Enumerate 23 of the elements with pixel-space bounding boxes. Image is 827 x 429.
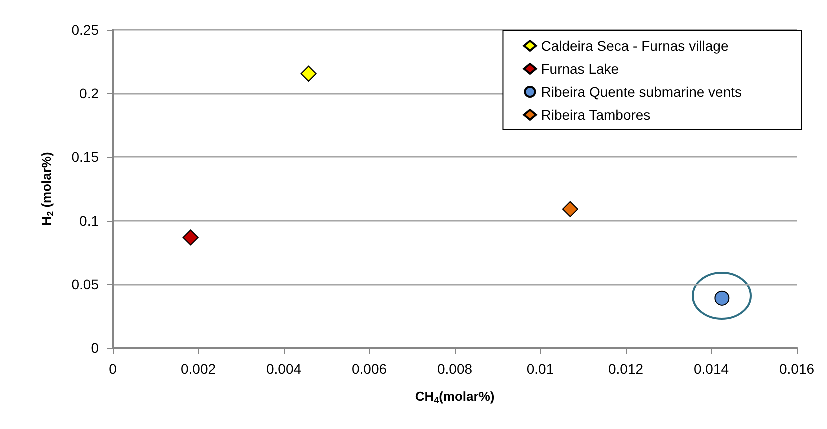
x-tick-label: 0.016: [779, 361, 815, 377]
y-axis-title: H2 (molar%): [39, 152, 56, 226]
point: [182, 230, 199, 246]
x-tick-label: 0.01: [526, 361, 554, 377]
y-tick-label: 0.2: [80, 86, 100, 102]
y-tick-label: 0.25: [72, 22, 100, 38]
legend-label: Caldeira Seca - Furnas village: [541, 38, 729, 54]
y-tick-label: 0.1: [80, 212, 100, 229]
x-tick-label: 0.008: [437, 361, 473, 377]
x-tick-label: 0.002: [180, 361, 216, 377]
legend-label: Ribeira Tambores: [541, 107, 651, 123]
y-tick-label: 0: [91, 340, 100, 356]
x-tick-label: 0.012: [608, 361, 644, 377]
legend-label: Furnas Lake: [541, 61, 620, 77]
point: [300, 66, 317, 82]
y-tick-label: 0.05: [72, 276, 100, 292]
y-tick-label: 0.15: [72, 149, 100, 166]
x-tick-label: 0.004: [266, 361, 302, 377]
legend-label: Ribeira Quente submarine vents: [541, 84, 742, 100]
x-tick-label: 0: [109, 361, 118, 377]
x-tick-label: 0.006: [352, 361, 388, 377]
point: [562, 201, 578, 218]
x-tick-label: 0.014: [694, 361, 730, 377]
